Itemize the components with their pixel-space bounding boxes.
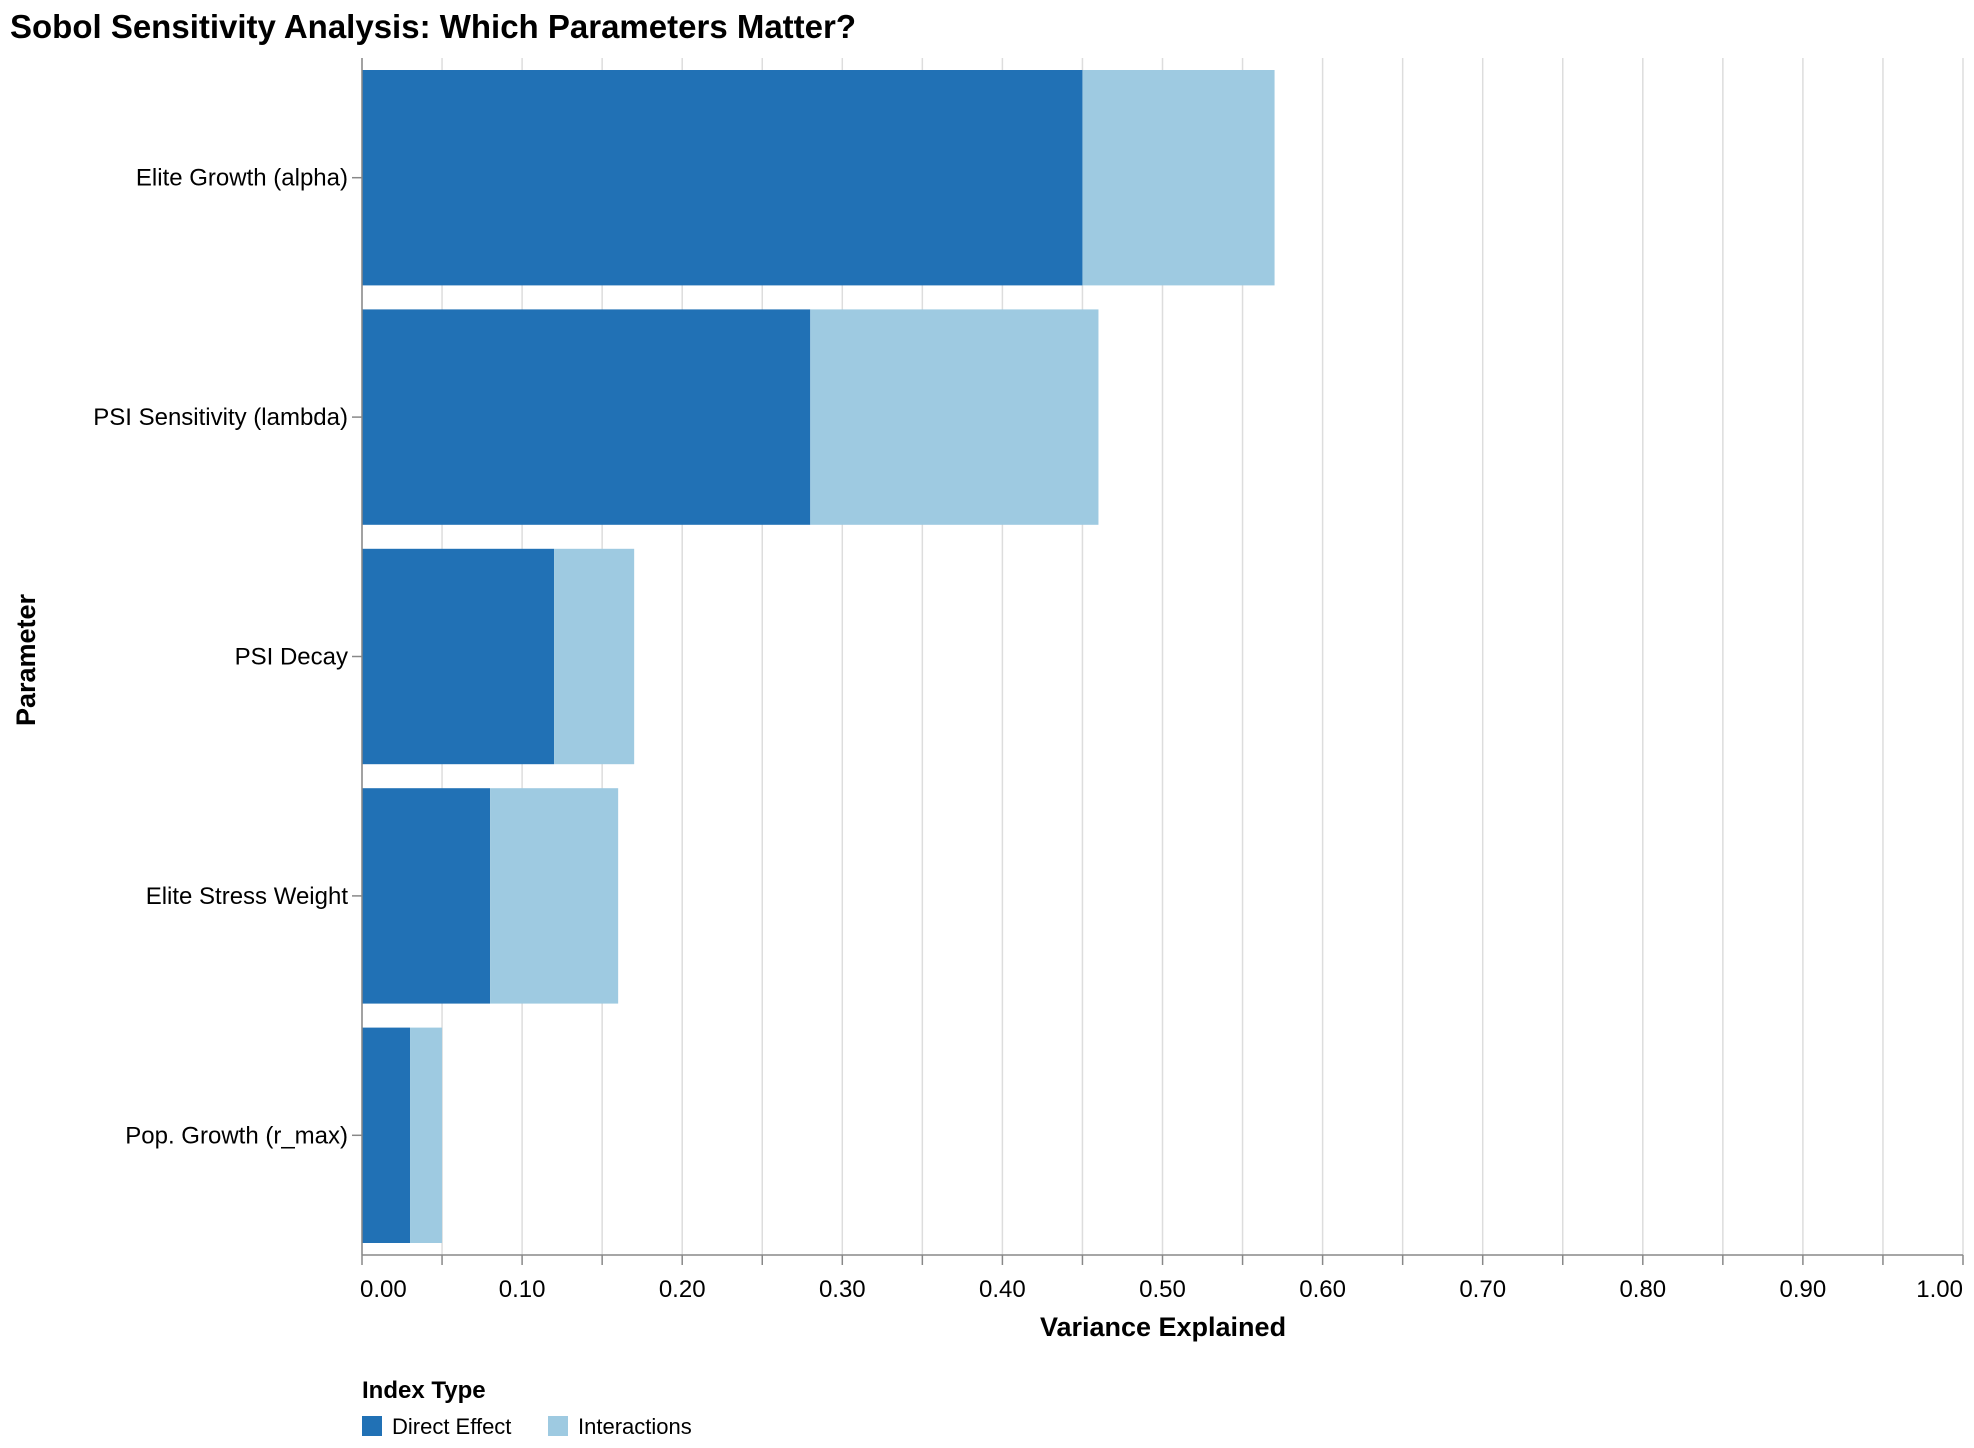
x-tick-label: 0.20	[659, 1276, 706, 1303]
x-tick-label: 0.40	[979, 1276, 1026, 1303]
bar-interactions-3	[490, 788, 619, 1004]
bar-interactions-2	[554, 548, 635, 765]
y-tick-label: PSI Decay	[235, 644, 348, 671]
legend-swatch-interactions	[548, 1416, 568, 1436]
x-tick-label: 0.10	[499, 1276, 546, 1303]
bar-direct-effect-3	[362, 788, 491, 1004]
x-axis: 0.00 0.10 0.20 0.30 0.40 0.50 0.60 0.70 0.80 0.90…	[360, 1254, 1964, 1303]
x-tick-label: 0.90	[1780, 1276, 1827, 1303]
x-tick-label: 0.80	[1619, 1276, 1666, 1303]
bar-direct-effect-4	[362, 1027, 411, 1243]
legend: Index Type Direct Effect Interactions	[362, 1377, 692, 1439]
x-tick-label: 1.00	[1916, 1276, 1963, 1303]
y-tick-label: Pop. Growth (r_max)	[125, 1122, 348, 1149]
chart-title: Sobol Sensitivity Analysis: Which Parame…	[10, 8, 856, 45]
legend-label-direct-effect: Direct Effect	[392, 1414, 511, 1439]
y-axis-title: Parameter	[11, 593, 41, 726]
legend-title: Index Type	[362, 1377, 486, 1404]
y-tick-label: Elite Growth (alpha)	[136, 165, 348, 192]
x-tick-label: 0.70	[1459, 1276, 1506, 1303]
x-axis-title: Variance Explained	[1040, 1312, 1286, 1342]
bar-series	[362, 70, 1275, 1243]
bar-direct-effect-2	[362, 548, 555, 765]
bar-direct-effect-1	[362, 309, 811, 525]
x-tick-label: 0.50	[1139, 1276, 1186, 1303]
bar-direct-effect-0	[362, 70, 1083, 286]
y-tick-label: Elite Stress Weight	[146, 883, 349, 910]
y-tick-label: PSI Sensitivity (lambda)	[93, 404, 348, 431]
x-tick-label: 0.30	[819, 1276, 866, 1303]
bar-interactions-4	[410, 1027, 443, 1243]
bar-interactions-0	[1082, 70, 1275, 286]
bar-interactions-1	[810, 309, 1099, 525]
x-tick-label: 0.00	[360, 1276, 407, 1303]
y-axis: Elite Growth (alpha) PSI Sensitivity (lam…	[93, 58, 363, 1255]
legend-label-interactions: Interactions	[578, 1414, 692, 1439]
legend-swatch-direct-effect	[362, 1416, 382, 1436]
x-tick-label: 0.60	[1299, 1276, 1346, 1303]
